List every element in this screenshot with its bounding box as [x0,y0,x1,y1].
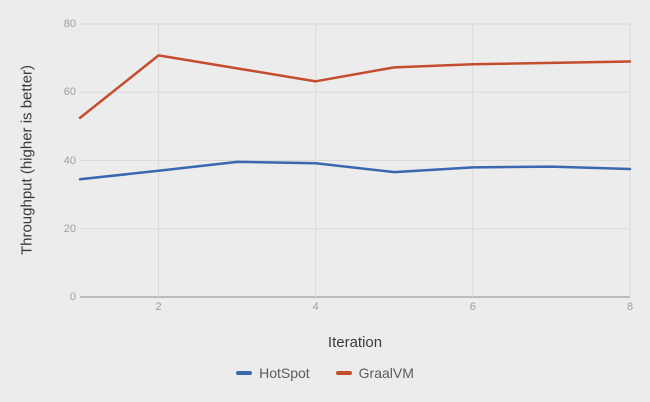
y-tick-label: 20 [63,222,76,235]
y-tick-label: 80 [63,18,76,30]
y-tick-label: 60 [63,86,76,99]
legend-label-graalvm: GraalVM [358,365,414,381]
legend-item-graalvm[interactable]: GraalVM [335,365,414,381]
x-tick-label: 6 [469,301,476,313]
legend-label-hotspot: HotSpot [259,365,310,381]
legend: HotSpot GraalVM [0,365,650,381]
legend-item-hotspot[interactable]: HotSpot [236,365,310,381]
y-axis-title: Throughput (higher is better) [18,64,36,256]
hotspot-line-swatch-icon [236,371,253,375]
x-tick-label: 2 [155,301,162,313]
series-line-graalvm [78,54,632,120]
y-tick-label: 0 [69,291,76,303]
x-tick-label: 4 [312,301,319,313]
series-line-hotspot [78,160,632,181]
y-tick-label: 40 [63,154,76,167]
graalvm-line-swatch-icon [335,371,352,375]
x-axis-title: Iteration [327,334,383,351]
x-tick-label: 8 [626,301,634,313]
